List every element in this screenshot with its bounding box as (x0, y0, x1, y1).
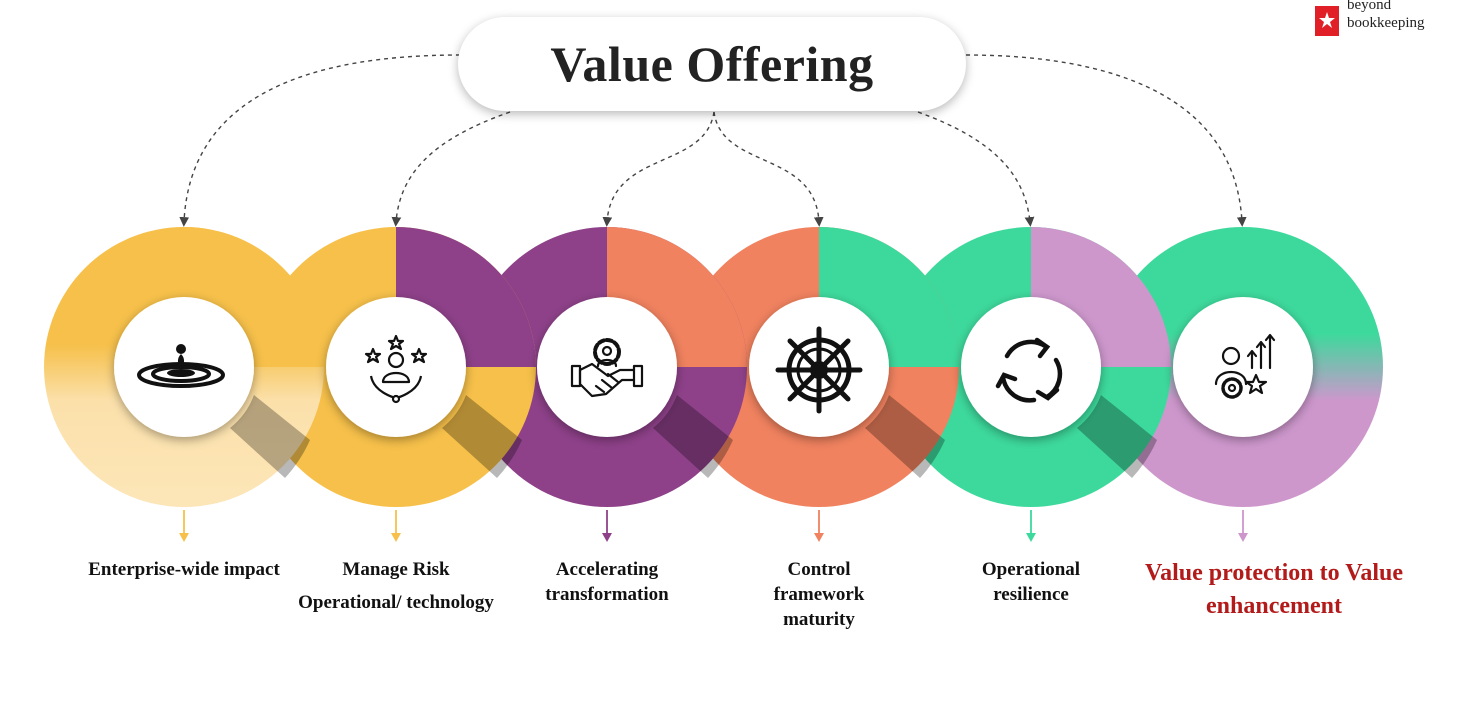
brand-mark-icon (1315, 6, 1339, 36)
brand-logo: beyond bookkeeping (1315, 0, 1424, 36)
page-title: Value Offering (550, 36, 874, 92)
connector-arrows (179, 54, 1247, 227)
item-label-1: Enterprise-wide impact (74, 557, 294, 582)
item-label-2-text: Manage Risk (342, 559, 450, 580)
item-label-6-text: Value protection to Value enhancement (1144, 560, 1404, 619)
person-gear-growth-icon (1214, 333, 1276, 399)
title-pill: Value Offering (458, 17, 966, 111)
item-label-2: Manage Risk Operational/ technology (286, 557, 506, 615)
item-label-6: Value protection to Value enhancement (1134, 557, 1414, 623)
water-drop-ripple-icon (137, 344, 225, 388)
item-label-3-text: Accelerating transformation (545, 559, 669, 605)
icon-circles (114, 297, 1313, 437)
arrow-to-item-2 (391, 111, 511, 227)
item-label-4-text: Control framework maturity (773, 559, 865, 630)
arrow-to-item-5 (917, 111, 1035, 227)
arrow-to-item-4 (713, 111, 824, 227)
item-label-4: Control framework maturity (709, 557, 929, 632)
item-label-1-text: Enterprise-wide impact (88, 559, 280, 580)
ring-shadows (230, 395, 1157, 478)
arrow-to-item-3 (602, 111, 715, 227)
item-label-5: Operational resilience (921, 557, 1141, 607)
brand-line-1: beyond (1347, 0, 1392, 13)
icon-circle-5 (961, 297, 1101, 437)
handshake-gear-icon (570, 338, 644, 398)
item-label-2-subtext: Operational/ technology (298, 592, 494, 613)
icon-circle-3 (537, 297, 677, 437)
refresh-cycle-icon (995, 337, 1063, 403)
item-label-3: Accelerating transformation (497, 557, 717, 607)
brand-line-2: bookkeeping (1347, 15, 1425, 31)
ship-wheel-icon (775, 326, 863, 414)
arrow-to-item-1 (179, 54, 461, 227)
down-arrows (179, 510, 1248, 542)
icon-circle-6 (1173, 297, 1313, 437)
person-with-stars-icon (364, 334, 428, 404)
brand-name: beyond bookkeeping (1347, 0, 1424, 32)
item-label-5-text: Operational resilience (981, 559, 1081, 605)
arrow-to-item-6 (965, 54, 1247, 227)
